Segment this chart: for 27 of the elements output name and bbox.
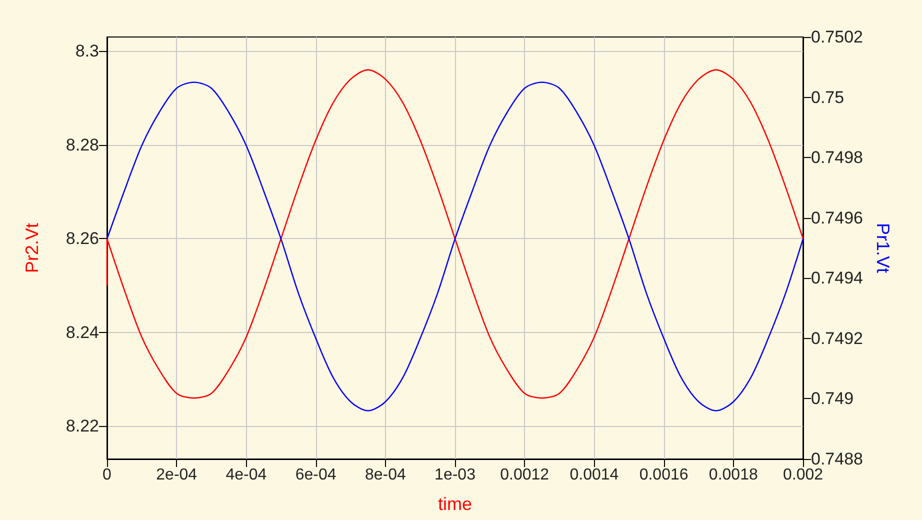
x-tick-label: 0.002 [782, 466, 824, 484]
x-tick-label: 0.0016 [639, 466, 688, 484]
x-axis-title: time [438, 494, 472, 514]
x-tick-label: 0.0012 [500, 466, 550, 484]
y-tick-label: 8.28 [66, 135, 99, 154]
y2-tick-label: 0.7492 [811, 328, 863, 348]
y-axis-title: Pr2.Vt [22, 222, 42, 274]
y2-tick-label: 0.7496 [811, 208, 863, 228]
x-tick-label: 2e-04 [156, 466, 198, 484]
x-tick-label: 1e-03 [434, 466, 476, 484]
y2-tick-label: 0.75 [811, 88, 844, 107]
y2-tick-label: 0.7498 [811, 148, 863, 168]
x-tick-label: 6e-04 [295, 466, 336, 484]
y2-axis-title: Pr1.Vt [872, 222, 893, 274]
y-tick-label: 8.22 [66, 416, 99, 436]
y-tick-label: 8.24 [66, 322, 99, 342]
x-tick-label: 0.0014 [570, 466, 619, 484]
y-tick-label: 8.26 [66, 229, 99, 248]
y2-tick-label: 0.7494 [811, 268, 863, 288]
y2-tick-label: 0.749 [811, 389, 854, 408]
y2-tick-label: 0.7488 [811, 450, 863, 468]
x-tick-label: 0 [102, 466, 112, 484]
x-tick-label: 0.0018 [708, 466, 758, 484]
x-tick-label: 8e-04 [364, 466, 406, 484]
y2-tick-label: 0.7502 [811, 28, 863, 46]
y-tick-label: 8.3 [75, 42, 99, 61]
x-tick-label: 4e-04 [226, 466, 267, 484]
